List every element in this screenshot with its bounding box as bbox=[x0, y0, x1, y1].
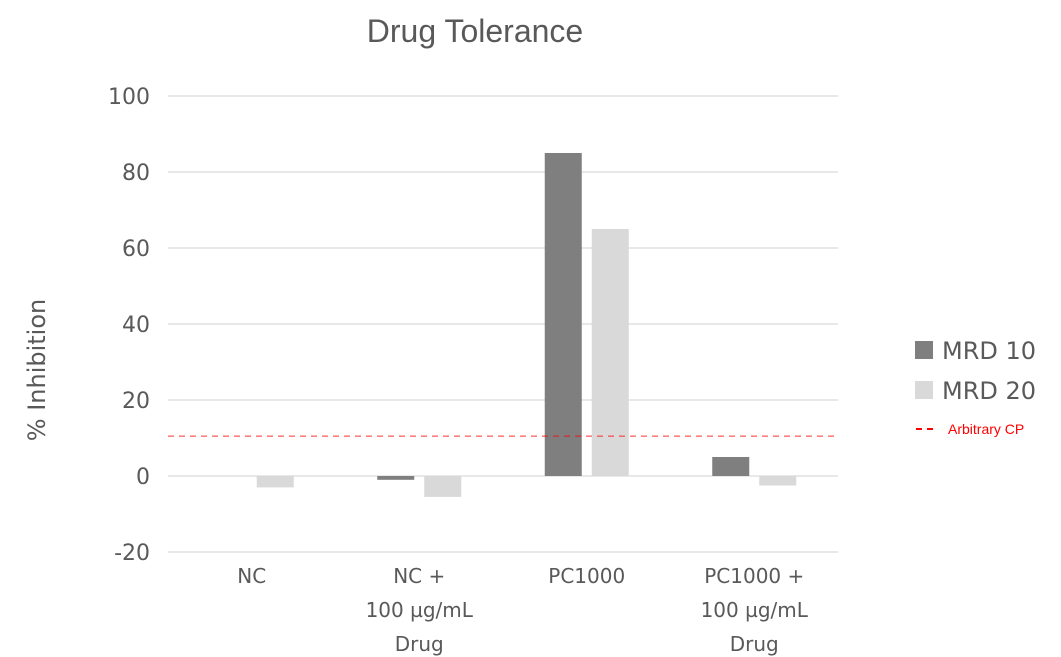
y-tick-labels: -20 0 20 40 60 80 100 bbox=[108, 85, 150, 566]
y-tick-label: 60 bbox=[122, 237, 150, 262]
legend: MRD 10 MRD 20 Arbitrary CP bbox=[915, 337, 1036, 437]
legend-label: MRD 20 bbox=[942, 377, 1036, 405]
y-tick-label: 0 bbox=[136, 465, 150, 490]
y-tick-label: 80 bbox=[122, 161, 150, 186]
legend-label: Arbitrary CP bbox=[948, 421, 1024, 437]
category-label: NC +100 µg/mL Drug bbox=[366, 564, 474, 656]
legend-swatch bbox=[915, 341, 933, 359]
legend-label: MRD 10 bbox=[942, 337, 1036, 365]
y-axis-label: % Inhibition bbox=[23, 299, 51, 441]
category-label: PC1000 +100 µg/mL Drug bbox=[701, 564, 809, 656]
bar-mrd-20 bbox=[424, 476, 462, 497]
legend-swatch bbox=[915, 381, 933, 399]
category-labels: NC NC +100 µg/mL Drug PC1000 PC1000 +100 µg/… bbox=[237, 564, 808, 656]
y-tick-label: -20 bbox=[114, 541, 150, 566]
y-tick-label: 40 bbox=[122, 313, 150, 338]
bar-mrd-10 bbox=[377, 476, 415, 480]
y-tick-label: 20 bbox=[122, 389, 150, 414]
bar-mrd-20 bbox=[591, 229, 629, 476]
y-tick-label: 100 bbox=[108, 85, 150, 110]
bar-mrd-10 bbox=[544, 153, 582, 476]
bar-mrd-20 bbox=[256, 476, 294, 488]
category-label: NC bbox=[237, 564, 266, 588]
category-label: PC1000 bbox=[548, 564, 625, 588]
bars bbox=[256, 153, 797, 497]
chart-title: Drug Tolerance bbox=[367, 13, 583, 49]
bar-mrd-10 bbox=[712, 457, 750, 476]
bar-mrd-20 bbox=[759, 476, 797, 486]
